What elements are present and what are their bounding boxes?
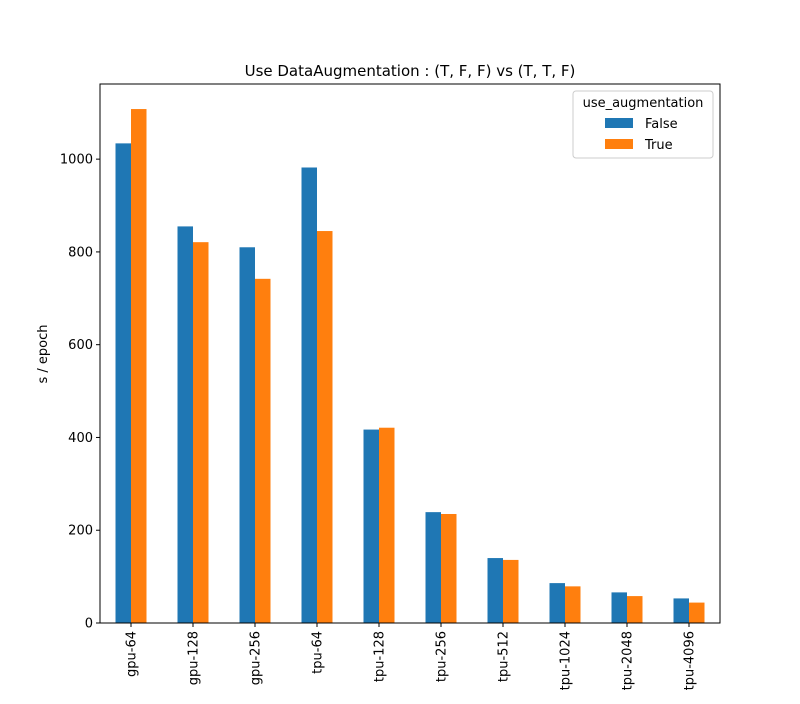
bar-tpu-1024-false xyxy=(549,583,565,623)
legend-swatch-true xyxy=(605,139,633,149)
legend: use_augmentation False True xyxy=(572,90,714,159)
bar-tpu-64-false xyxy=(301,167,317,624)
bar-tpu-512-true xyxy=(503,559,519,623)
x-tick-label: tpu-4096 xyxy=(683,631,698,690)
bar-gpu-256-true xyxy=(255,278,271,623)
bar-tpu-256-true xyxy=(441,513,457,623)
x-tick-label: gpu-128 xyxy=(187,631,202,685)
x-tick-label: gpu-256 xyxy=(249,631,264,685)
bar-gpu-128-false xyxy=(177,226,193,623)
x-tick-label: tpu-256 xyxy=(435,631,450,682)
x-tick-label: tpu-2048 xyxy=(621,631,636,690)
bar-gpu-64-true xyxy=(131,109,147,623)
bar-tpu-128-true xyxy=(379,427,395,623)
legend-swatch-false xyxy=(605,118,633,128)
legend-items: False True xyxy=(605,117,678,153)
x-tick-label: gpu-64 xyxy=(125,631,140,677)
bar-tpu-4096-true xyxy=(689,602,705,623)
x-tick-label: tpu-1024 xyxy=(559,631,574,690)
bar-tpu-2048-true xyxy=(627,596,643,623)
bar-gpu-256-false xyxy=(239,247,255,624)
y-tick-label: 600 xyxy=(68,338,93,353)
bar-tpu-4096-false xyxy=(673,598,689,623)
bar-tpu-256-false xyxy=(425,512,441,623)
y-tick-label: 800 xyxy=(68,245,93,260)
bars-layer xyxy=(115,109,705,624)
bar-gpu-64-false xyxy=(115,143,131,624)
y-tick-label: 200 xyxy=(68,524,93,539)
legend-label-false: False xyxy=(645,117,678,132)
x-tick-label: tpu-512 xyxy=(497,631,512,682)
bar-tpu-64-true xyxy=(317,231,333,623)
bar-tpu-1024-true xyxy=(565,586,581,623)
bar-gpu-128-true xyxy=(193,242,209,624)
y-tick-label: 400 xyxy=(68,431,93,446)
axes-layer: 0 200 400 600 800 1000 gpu-64 gpu-128 gpu-256 tpu… xyxy=(60,83,721,690)
bar-tpu-2048-false xyxy=(611,592,627,623)
chart-title: Use DataAugmentation : (T, F, F) vs (T, … xyxy=(245,62,576,80)
y-axis-label: s / epoch xyxy=(36,324,51,383)
bar-tpu-128-false xyxy=(363,429,379,623)
legend-title: use_augmentation xyxy=(583,96,704,111)
bar-tpu-512-false xyxy=(487,558,503,623)
x-tick-label: tpu-128 xyxy=(373,631,388,682)
y-tick-label: 1000 xyxy=(60,153,93,168)
x-tick-label: tpu-64 xyxy=(311,631,326,674)
legend-label-true: True xyxy=(644,138,673,153)
plot-frame xyxy=(99,83,721,624)
y-tick-label: 0 xyxy=(85,617,93,632)
